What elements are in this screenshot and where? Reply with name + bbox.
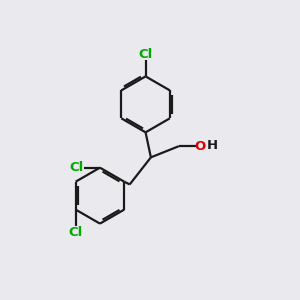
Text: Cl: Cl [139,48,153,62]
Text: Cl: Cl [69,226,83,239]
Text: O: O [194,140,206,153]
Text: Cl: Cl [70,161,84,174]
Text: H: H [207,139,218,152]
